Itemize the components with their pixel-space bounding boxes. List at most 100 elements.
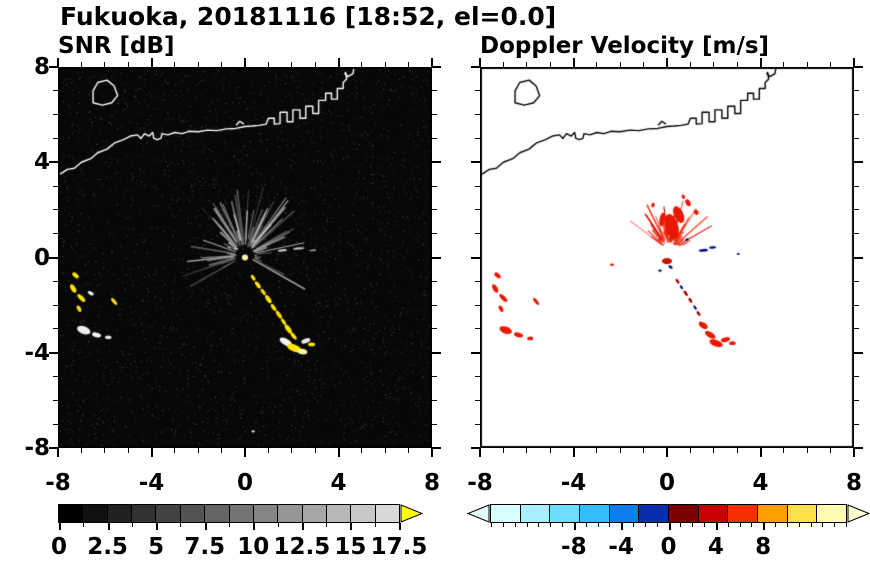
axis-tick: [689, 448, 691, 453]
colorbar-segment: [59, 505, 83, 522]
axis-tick: [713, 448, 715, 453]
axis-tick: [502, 62, 504, 67]
axis-tick: [854, 256, 863, 259]
velocity-panel-title: Doppler Velocity [m/s]: [480, 33, 770, 59]
colorbar-tick-label: 0: [660, 534, 677, 560]
axis-tick: [337, 448, 340, 457]
axis-tick: [361, 448, 363, 453]
colorbar-tick-label: 15: [334, 534, 367, 560]
axis-tick: [53, 185, 58, 187]
axis-tick: [806, 62, 808, 67]
colorbar-tick-label: -4: [608, 534, 634, 560]
snr-plot: [49, 58, 441, 457]
colorbar-tick: [229, 523, 230, 527]
colorbar-tick-label: 17.5: [370, 534, 428, 560]
colorbar-tick: [822, 523, 824, 527]
axis-tick: [432, 328, 437, 330]
axis-tick: [432, 280, 437, 282]
axis-tick: [337, 58, 340, 67]
colorbar-tick-label: 4: [707, 534, 724, 560]
axis-tick: [854, 233, 859, 235]
colorbar-tick: [585, 523, 587, 527]
colorbar-segment: [579, 505, 609, 522]
colorbar-segment: [179, 505, 205, 522]
axis-tick: [475, 233, 480, 235]
y-tick-label: -8: [24, 435, 50, 461]
colorbar-segment: [325, 505, 351, 522]
axis-tick: [244, 448, 246, 457]
axis-tick: [432, 233, 437, 235]
axis-tick: [150, 58, 153, 67]
axis-tick: [783, 62, 785, 67]
colorbar-tick: [491, 523, 492, 527]
colorbar-segment: [301, 505, 326, 522]
colorbar-segment: [491, 505, 520, 522]
axis-tick: [759, 58, 762, 67]
axis-tick: [854, 351, 863, 354]
colorbar-tick: [727, 523, 729, 527]
axis-tick: [619, 448, 621, 453]
axis-tick: [49, 66, 58, 68]
colorbar-tick-label: 10: [237, 534, 270, 560]
colorbar-tick: [680, 523, 682, 527]
axis-tick: [475, 399, 480, 401]
colorbar-tick-label: 12.5: [273, 534, 331, 560]
axis-tick: [384, 448, 386, 453]
axis-tick: [830, 448, 832, 453]
colorbar-under-range-arrow-icon: [466, 504, 490, 527]
snr-panel-title: SNR [dB]: [58, 33, 175, 59]
velocity-plot: [471, 58, 863, 457]
axis-tick: [854, 137, 859, 139]
axis-tick: [853, 448, 855, 457]
axis-tick: [432, 447, 441, 449]
axis-tick: [759, 448, 762, 457]
colorbar-tick: [656, 523, 658, 527]
axis-tick: [854, 399, 859, 401]
axis-tick: [526, 62, 528, 67]
axis-tick: [471, 447, 480, 449]
colorbar-segment: [228, 505, 253, 522]
axis-tick: [267, 62, 269, 67]
axis-tick: [432, 376, 437, 378]
axis-tick: [80, 448, 82, 453]
axis-tick: [643, 62, 645, 67]
colorbar-tick: [763, 523, 766, 530]
colorbar-tick: [739, 523, 741, 527]
colorbar-segment: [549, 505, 580, 522]
axis-tick: [432, 137, 437, 139]
axis-tick: [314, 62, 316, 67]
colorbar-tick: [550, 523, 552, 527]
axis-tick: [806, 448, 808, 453]
colorbar-tick: [751, 523, 753, 527]
axis-tick: [526, 448, 528, 453]
axis-tick: [53, 399, 58, 401]
x-tick-label: -8: [45, 470, 71, 496]
axis-tick: [432, 423, 437, 425]
colorbar-segment: [668, 505, 698, 522]
axis-tick: [57, 58, 59, 67]
colorbar-tick-label: 2.5: [87, 534, 128, 560]
colorbar-tick: [562, 523, 563, 527]
axis-tick: [49, 447, 58, 449]
colorbar-tick: [834, 523, 836, 527]
colorbar-segment: [786, 505, 817, 522]
colorbar-tick: [704, 523, 705, 527]
y-tick-label: 4: [33, 149, 50, 176]
axis-tick: [127, 62, 129, 67]
axis-tick: [475, 376, 480, 378]
colorbar-tick: [786, 523, 788, 527]
axis-tick: [104, 62, 106, 67]
axis-tick: [475, 328, 480, 330]
x-tick-label: -8: [467, 470, 493, 496]
colorbar-tick: [668, 523, 671, 530]
axis-tick: [854, 209, 859, 211]
axis-tick: [854, 447, 863, 449]
colorbar-over-range-arrow-icon: [400, 504, 424, 527]
colorbar-tick: [526, 523, 528, 527]
colorbar-segment: [277, 505, 302, 522]
axis-tick: [854, 423, 859, 425]
colorbar-tick: [692, 523, 694, 527]
colorbar-segment: [816, 505, 847, 522]
colorbar-tick: [502, 523, 504, 527]
x-tick-label: 8: [423, 470, 440, 496]
